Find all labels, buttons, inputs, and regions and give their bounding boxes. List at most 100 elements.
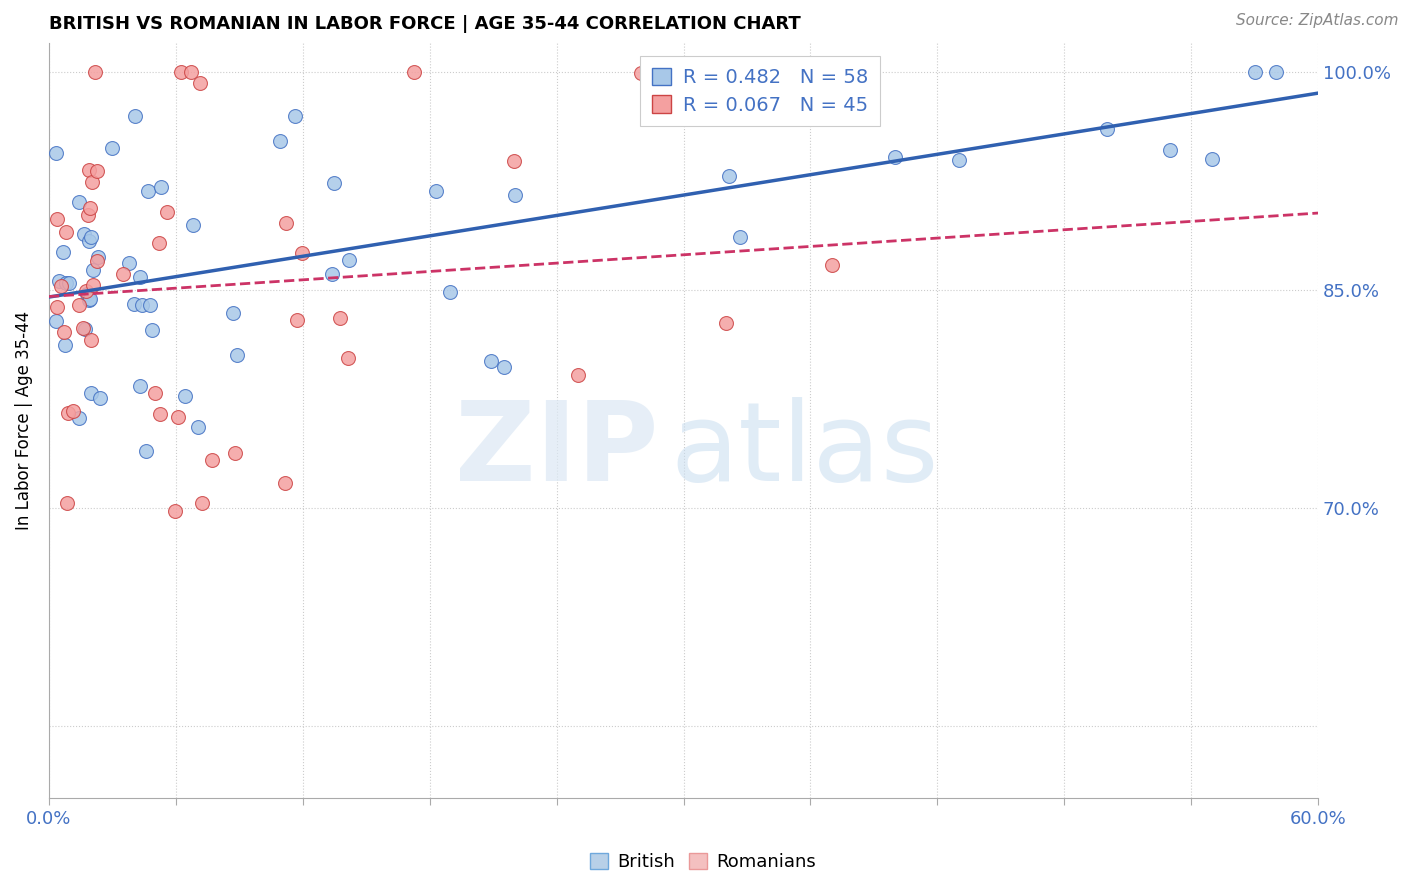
Point (111, 267, 134, 281)
Point (425, 184, 447, 198)
Point (80, 175, 103, 189)
Point (503, 154, 526, 169)
Point (52, 244, 75, 259)
Point (128, 270, 150, 285)
Point (129, 379, 152, 393)
Point (181, 218, 204, 232)
Point (503, 188, 526, 202)
Point (76, 208, 98, 222)
Point (322, 176, 344, 190)
Point (156, 205, 179, 219)
Point (188, 76, 211, 90)
Point (83, 65, 105, 79)
Point (122, 297, 145, 311)
Point (820, 258, 842, 272)
Point (72, 320, 94, 334)
Point (1264, 65, 1286, 79)
Point (89, 391, 111, 405)
Point (166, 410, 188, 425)
Point (269, 134, 291, 148)
Y-axis label: In Labor Force | Age 35-44: In Labor Force | Age 35-44 (15, 311, 32, 530)
Point (67, 411, 90, 425)
Point (82, 263, 104, 277)
Point (58, 276, 80, 290)
Point (56, 496, 79, 510)
Point (630, 65, 652, 79)
Point (222, 306, 245, 320)
Text: BRITISH VS ROMANIAN IN LABOR FORCE | AGE 35-44 CORRELATION CHART: BRITISH VS ROMANIAN IN LABOR FORCE | AGE… (49, 15, 801, 33)
Point (190, 496, 212, 510)
Point (187, 420, 209, 434)
Point (165, 504, 187, 518)
Point (67, 194, 90, 209)
Point (1159, 144, 1181, 158)
Text: Source: ZipAtlas.com: Source: ZipAtlas.com (1236, 13, 1399, 29)
Point (45, 313, 67, 327)
Point (567, 368, 589, 383)
Point (73, 322, 96, 336)
Text: ZIP: ZIP (454, 397, 658, 504)
Point (274, 476, 297, 491)
Point (1201, 152, 1223, 166)
Point (884, 150, 907, 164)
Point (77, 234, 100, 248)
Point (80, 229, 103, 244)
Point (76, 286, 98, 301)
Point (492, 359, 515, 374)
Point (86, 253, 108, 268)
Point (145, 386, 167, 401)
Point (49, 278, 72, 293)
Point (101, 141, 124, 155)
Legend: British, Romanians: British, Romanians (582, 846, 824, 879)
Point (75, 284, 97, 298)
Point (439, 285, 461, 299)
Point (714, 317, 737, 331)
Point (329, 310, 352, 325)
Point (170, 65, 193, 79)
Point (46, 300, 69, 314)
Point (86, 163, 108, 178)
Point (77, 293, 100, 308)
Point (149, 407, 172, 421)
Point (56, 406, 79, 420)
Point (173, 389, 195, 403)
Point (82, 278, 104, 293)
Point (55, 276, 77, 290)
Point (73, 227, 96, 241)
Point (80, 386, 103, 401)
Point (124, 109, 146, 123)
Point (201, 453, 224, 467)
Point (336, 351, 359, 366)
Point (118, 256, 141, 270)
Point (481, 354, 503, 368)
Point (402, 65, 425, 79)
Point (136, 184, 159, 198)
Point (131, 298, 153, 312)
Point (717, 169, 740, 184)
Point (77, 162, 100, 177)
Point (135, 444, 157, 458)
Point (48, 274, 70, 288)
Point (69, 298, 91, 312)
Point (46, 211, 69, 226)
Point (1243, 65, 1265, 79)
Point (842, 65, 865, 79)
Point (285, 312, 308, 326)
Point (948, 153, 970, 167)
Point (55, 226, 77, 240)
Point (87, 251, 110, 265)
Point (224, 446, 246, 460)
Point (728, 229, 751, 244)
Point (53, 337, 76, 351)
Point (180, 65, 202, 79)
Point (675, 65, 697, 79)
Point (79, 292, 101, 306)
Legend: R = 0.482   N = 58, R = 0.067   N = 45: R = 0.482 N = 58, R = 0.067 N = 45 (640, 56, 880, 127)
Point (148, 236, 170, 251)
Point (276, 216, 298, 230)
Point (139, 297, 162, 311)
Point (291, 246, 314, 260)
Point (225, 348, 247, 362)
Point (141, 323, 163, 337)
Point (62, 404, 84, 418)
